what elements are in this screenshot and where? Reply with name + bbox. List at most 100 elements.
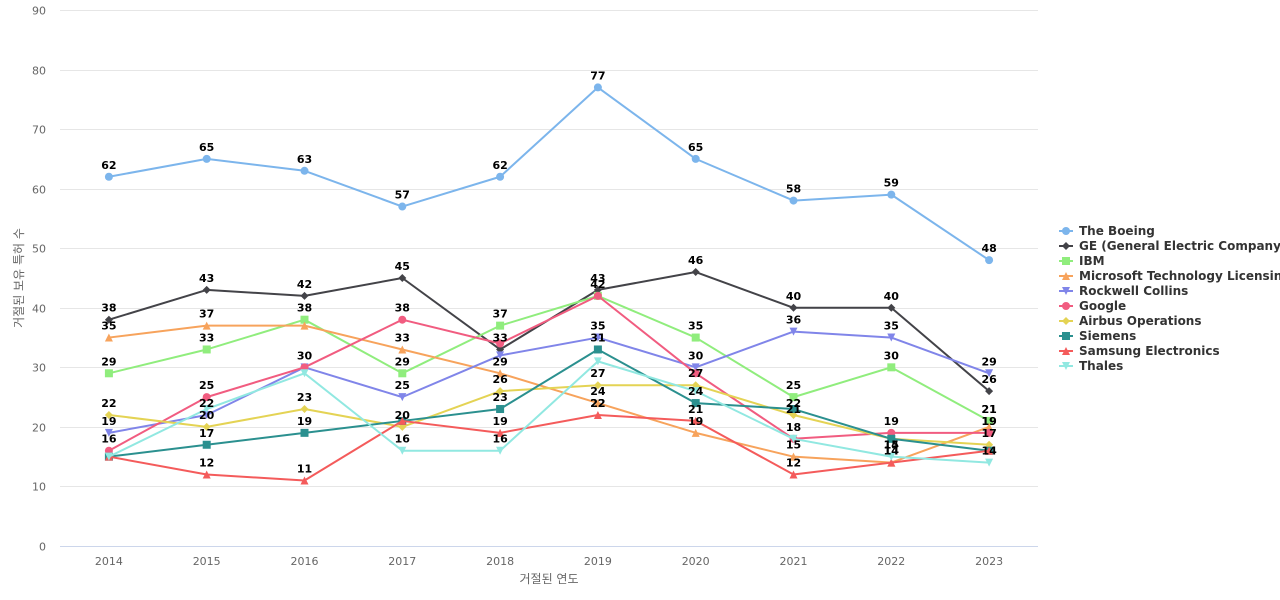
data-label: 19 <box>688 415 703 428</box>
data-point <box>202 410 211 419</box>
y-tick-label: 0 <box>39 541 46 554</box>
data-point <box>887 303 896 312</box>
data-label: 19 <box>981 415 996 428</box>
legend-item[interactable]: GE (General Electric Company) <box>1059 239 1280 253</box>
series-0 <box>104 83 994 265</box>
data-label: 35 <box>688 320 703 333</box>
legend-item[interactable]: Microsoft Technology Licensing <box>1059 269 1280 283</box>
data-label: 46 <box>688 254 704 267</box>
data-label: 59 <box>884 177 899 190</box>
data-label: 25 <box>786 379 801 392</box>
data-point <box>789 393 798 402</box>
data-label: 29 <box>981 355 996 368</box>
series-line <box>108 360 990 464</box>
data-point <box>300 428 309 437</box>
data-point <box>300 369 309 378</box>
data-point <box>300 315 309 324</box>
legend-label: Samsung Electronics <box>1079 344 1220 358</box>
legend-item[interactable]: Rockwell Collins <box>1059 284 1188 298</box>
data-point <box>691 369 700 378</box>
series-line <box>108 413 990 482</box>
legend-item[interactable]: IBM <box>1059 254 1105 268</box>
data-label: 29 <box>101 355 116 368</box>
data-point <box>691 363 700 372</box>
data-point <box>789 405 798 414</box>
legend-item[interactable]: Siemens <box>1059 329 1136 343</box>
legend-item[interactable]: Google <box>1059 299 1126 313</box>
data-point <box>202 393 211 402</box>
data-point <box>300 476 309 485</box>
data-label: 30 <box>884 349 900 362</box>
data-point <box>202 405 211 414</box>
data-point <box>300 166 309 175</box>
data-label: 30 <box>688 349 704 362</box>
legend-item[interactable]: Samsung Electronics <box>1059 344 1220 358</box>
data-label: 21 <box>688 403 703 416</box>
data-point <box>593 399 602 408</box>
legend-marker <box>1062 272 1070 280</box>
data-point <box>593 83 602 92</box>
data-label: 63 <box>297 153 312 166</box>
legend-item[interactable]: Thales <box>1059 359 1123 373</box>
data-point <box>300 405 309 414</box>
data-label: 77 <box>590 69 605 82</box>
data-label: 40 <box>786 290 802 303</box>
data-label: 19 <box>101 415 116 428</box>
data-label: 37 <box>492 308 507 321</box>
data-label: 19 <box>297 415 312 428</box>
data-point <box>398 446 407 455</box>
series-group <box>104 83 994 485</box>
x-tick-label: 2019 <box>584 555 612 568</box>
legend-label: Thales <box>1079 359 1123 373</box>
data-point <box>202 345 211 354</box>
data-label: 25 <box>199 379 214 392</box>
data-point <box>398 416 407 425</box>
data-point <box>398 315 407 324</box>
legend-marker <box>1062 332 1070 340</box>
data-label: 33 <box>492 331 507 344</box>
data-label: 14 <box>884 439 900 452</box>
data-label: 12 <box>199 457 214 470</box>
data-label: 40 <box>884 290 900 303</box>
data-label: 35 <box>884 320 899 333</box>
data-point <box>398 345 407 354</box>
data-label: 27 <box>590 367 605 380</box>
legend-label: Microsoft Technology Licensing <box>1079 269 1280 283</box>
legend-item[interactable]: The Boeing <box>1059 224 1155 238</box>
data-point <box>300 321 309 330</box>
y-tick-label: 90 <box>32 5 46 18</box>
data-label: 33 <box>395 331 410 344</box>
data-point <box>789 470 798 479</box>
data-label: 23 <box>492 391 507 404</box>
data-label: 17 <box>981 427 996 440</box>
legend-marker <box>1062 227 1070 235</box>
y-tick-label: 30 <box>32 362 46 375</box>
data-label: 24 <box>688 385 704 398</box>
x-tick-label: 2023 <box>975 555 1003 568</box>
data-label: 19 <box>981 415 996 428</box>
series-line <box>108 271 990 392</box>
data-label: 37 <box>199 308 214 321</box>
data-point <box>887 363 896 372</box>
data-point <box>202 422 211 431</box>
legend-item[interactable]: Airbus Operations <box>1059 314 1202 328</box>
data-point <box>691 333 700 342</box>
data-point <box>985 387 994 396</box>
data-point <box>887 458 896 467</box>
y-axis-title: 거절된 보유 특허 수 <box>12 228 26 328</box>
data-point <box>985 428 994 437</box>
data-label: 38 <box>101 302 116 315</box>
series-line <box>108 294 990 422</box>
series-line <box>108 294 990 452</box>
data-point <box>398 202 407 211</box>
legend-marker <box>1062 347 1070 355</box>
data-point <box>496 446 505 455</box>
data-point <box>985 256 994 265</box>
series-line <box>108 384 990 446</box>
data-point <box>398 393 407 402</box>
y-tick-label: 20 <box>32 422 46 435</box>
data-label: 20 <box>395 409 411 422</box>
data-point <box>887 333 896 342</box>
data-point <box>593 291 602 300</box>
